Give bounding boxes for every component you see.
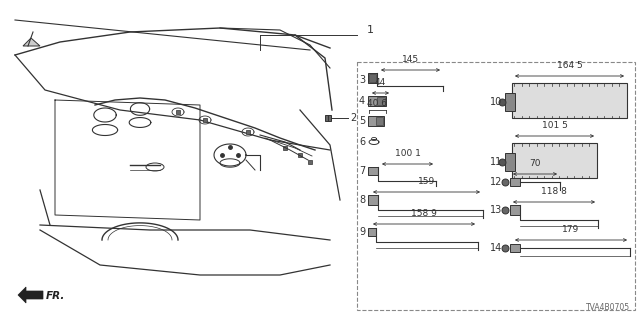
Bar (512, 83, 627, 118)
Text: 4: 4 (359, 96, 365, 106)
Bar (368, 167, 378, 175)
Bar (510, 205, 520, 215)
Bar (377, 97, 385, 105)
Text: 9: 9 (359, 227, 365, 237)
Text: 70: 70 (529, 159, 541, 168)
Text: 118 8: 118 8 (541, 187, 567, 196)
Text: TVA4B0705: TVA4B0705 (586, 303, 630, 312)
Bar (505, 153, 515, 171)
Bar (368, 116, 384, 126)
Bar (510, 178, 520, 186)
Bar (369, 74, 376, 82)
Text: 6: 6 (359, 137, 365, 147)
Text: 1: 1 (367, 25, 374, 35)
Text: 7: 7 (359, 166, 365, 176)
Text: 159: 159 (418, 177, 435, 186)
Text: 40 6: 40 6 (367, 99, 387, 108)
Text: 164 5: 164 5 (557, 61, 582, 70)
Bar (510, 244, 520, 252)
Bar (512, 143, 597, 178)
Bar (368, 228, 376, 236)
Bar (357, 62, 635, 310)
Text: 8: 8 (359, 195, 365, 205)
Text: 11: 11 (490, 157, 502, 167)
Bar (368, 73, 377, 83)
Polygon shape (23, 38, 40, 46)
Text: 12: 12 (490, 177, 502, 187)
Text: FR.: FR. (46, 291, 65, 301)
Text: 158 9: 158 9 (411, 209, 437, 218)
Text: 101 5: 101 5 (541, 121, 568, 130)
Text: 14: 14 (490, 243, 502, 253)
Bar (368, 195, 378, 205)
Text: 179: 179 (563, 225, 580, 234)
Bar (505, 93, 515, 111)
Bar (368, 96, 386, 106)
Text: 44: 44 (375, 78, 386, 87)
Text: 2: 2 (350, 113, 356, 123)
Text: 5: 5 (359, 116, 365, 126)
Text: 145: 145 (402, 55, 419, 64)
Polygon shape (18, 287, 43, 303)
Bar (376, 117, 383, 125)
Text: 3: 3 (359, 75, 365, 85)
Text: 100 1: 100 1 (395, 149, 420, 158)
Text: 10: 10 (490, 97, 502, 107)
Text: 13: 13 (490, 205, 502, 215)
